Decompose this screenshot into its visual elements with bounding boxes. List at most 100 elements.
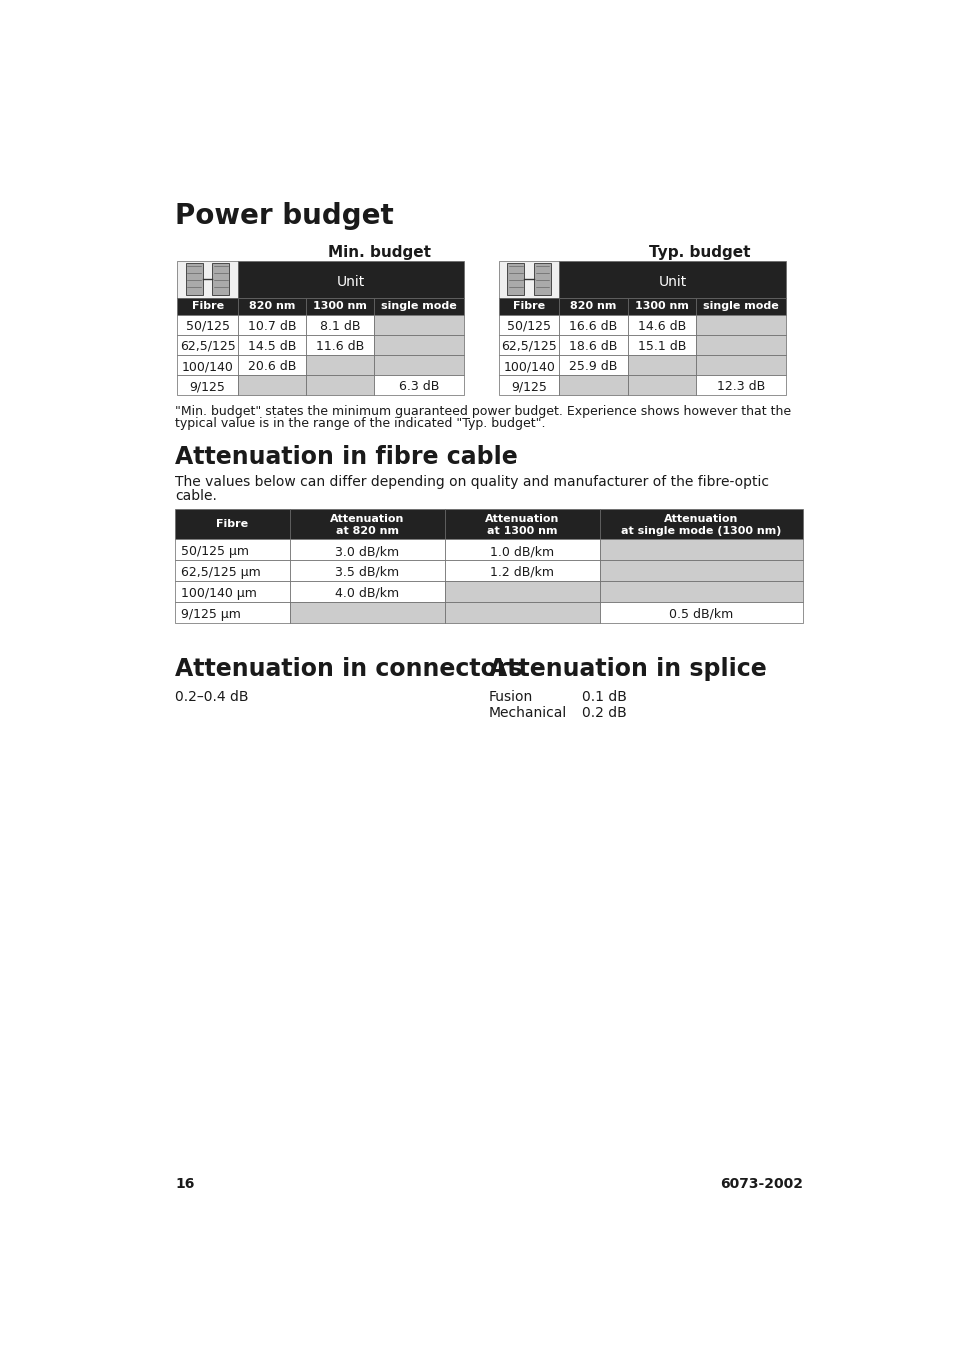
Bar	[290, 601, 444, 623]
Text: 1.2 dB/km: 1.2 dB/km	[490, 566, 554, 580]
Bar	[695, 335, 785, 354]
Text: "Min. budget" states the minimum guaranteed power budget. Experience shows howev: "Min. budget" states the minimum guarant…	[174, 405, 790, 419]
Bar	[174, 601, 290, 623]
Bar	[444, 539, 599, 561]
Bar	[695, 354, 785, 374]
Bar	[174, 539, 290, 561]
Bar	[374, 297, 464, 315]
Bar	[599, 539, 802, 561]
Text: 6.3 dB: 6.3 dB	[398, 380, 439, 393]
Bar	[237, 335, 306, 354]
Bar	[558, 261, 785, 297]
Bar	[599, 561, 802, 581]
Bar	[177, 335, 237, 354]
Text: Fusion: Fusion	[488, 689, 533, 704]
Text: Attenuation: Attenuation	[484, 513, 558, 524]
Bar	[306, 335, 374, 354]
Bar	[695, 374, 785, 394]
Text: Attenuation: Attenuation	[663, 513, 738, 524]
Text: 0.2–0.4 dB: 0.2–0.4 dB	[174, 689, 249, 704]
Bar	[599, 581, 802, 601]
Bar	[507, 263, 524, 296]
Text: Min. budget: Min. budget	[328, 246, 430, 261]
Bar	[374, 374, 464, 394]
Text: 14.6 dB: 14.6 dB	[637, 320, 685, 332]
Bar	[558, 297, 627, 315]
Text: 100/140: 100/140	[181, 359, 233, 373]
Bar	[627, 335, 695, 354]
Text: single mode: single mode	[702, 301, 778, 312]
Text: 62,5/125: 62,5/125	[501, 340, 557, 353]
Bar	[558, 335, 627, 354]
Bar	[306, 297, 374, 315]
Text: 50/125 μm: 50/125 μm	[181, 546, 249, 558]
Bar	[558, 315, 627, 335]
Text: 6073-2002: 6073-2002	[720, 1177, 802, 1192]
Bar	[177, 261, 237, 297]
Bar	[213, 263, 229, 296]
Bar	[186, 263, 203, 296]
Bar	[290, 508, 444, 539]
Bar	[498, 335, 558, 354]
Bar	[177, 354, 237, 374]
Text: Fibre: Fibre	[192, 301, 223, 312]
Text: Unit: Unit	[658, 274, 686, 289]
Text: 20.6 dB: 20.6 dB	[248, 359, 295, 373]
Text: 820 nm: 820 nm	[249, 301, 294, 312]
Text: 1.0 dB/km: 1.0 dB/km	[490, 546, 554, 558]
Text: Attenuation: Attenuation	[330, 513, 404, 524]
Text: Fibre: Fibre	[216, 519, 248, 530]
Bar	[695, 297, 785, 315]
Bar	[558, 354, 627, 374]
Text: 12.3 dB: 12.3 dB	[716, 380, 764, 393]
Bar	[290, 581, 444, 601]
Text: 9/125 μm: 9/125 μm	[181, 608, 241, 620]
Text: 4.0 dB/km: 4.0 dB/km	[335, 586, 399, 600]
Bar	[498, 261, 558, 297]
Text: at single mode (1300 nm): at single mode (1300 nm)	[620, 526, 781, 535]
Bar	[498, 374, 558, 394]
Text: 15.1 dB: 15.1 dB	[637, 340, 685, 353]
Text: 62,5/125: 62,5/125	[179, 340, 235, 353]
Bar	[177, 374, 237, 394]
Bar	[498, 354, 558, 374]
Bar	[558, 374, 627, 394]
Bar	[237, 315, 306, 335]
Text: 62,5/125 μm: 62,5/125 μm	[181, 566, 261, 580]
Bar	[374, 315, 464, 335]
Text: 0.1 dB: 0.1 dB	[581, 689, 626, 704]
Text: 100/140: 100/140	[503, 359, 555, 373]
Bar	[374, 354, 464, 374]
Bar	[177, 315, 237, 335]
Text: at 1300 nm: at 1300 nm	[486, 526, 557, 535]
Bar	[237, 297, 306, 315]
Text: 8.1 dB: 8.1 dB	[319, 320, 360, 332]
Bar	[534, 263, 551, 296]
Text: Fibre: Fibre	[513, 301, 545, 312]
Text: 820 nm: 820 nm	[570, 301, 616, 312]
Bar	[237, 261, 464, 297]
Text: Attenuation in splice: Attenuation in splice	[488, 657, 766, 681]
Text: Mechanical: Mechanical	[488, 705, 567, 720]
Text: 9/125: 9/125	[190, 380, 225, 393]
Bar	[174, 508, 290, 539]
Bar	[290, 561, 444, 581]
Text: 50/125: 50/125	[186, 320, 230, 332]
Bar	[627, 374, 695, 394]
Bar	[444, 601, 599, 623]
Text: 1300 nm: 1300 nm	[313, 301, 367, 312]
Text: 10.7 dB: 10.7 dB	[248, 320, 295, 332]
Bar	[695, 315, 785, 335]
Bar	[306, 354, 374, 374]
Text: 16: 16	[174, 1177, 194, 1192]
Bar	[174, 581, 290, 601]
Text: 9/125: 9/125	[511, 380, 547, 393]
Bar	[444, 508, 599, 539]
Bar	[444, 581, 599, 601]
Bar	[177, 297, 237, 315]
Bar	[627, 297, 695, 315]
Bar	[599, 601, 802, 623]
Text: Unit: Unit	[336, 274, 365, 289]
Text: The values below can differ depending on quality and manufacturer of the fibre-o: The values below can differ depending on…	[174, 474, 768, 489]
Text: Attenuation in connectors: Attenuation in connectors	[174, 657, 522, 681]
